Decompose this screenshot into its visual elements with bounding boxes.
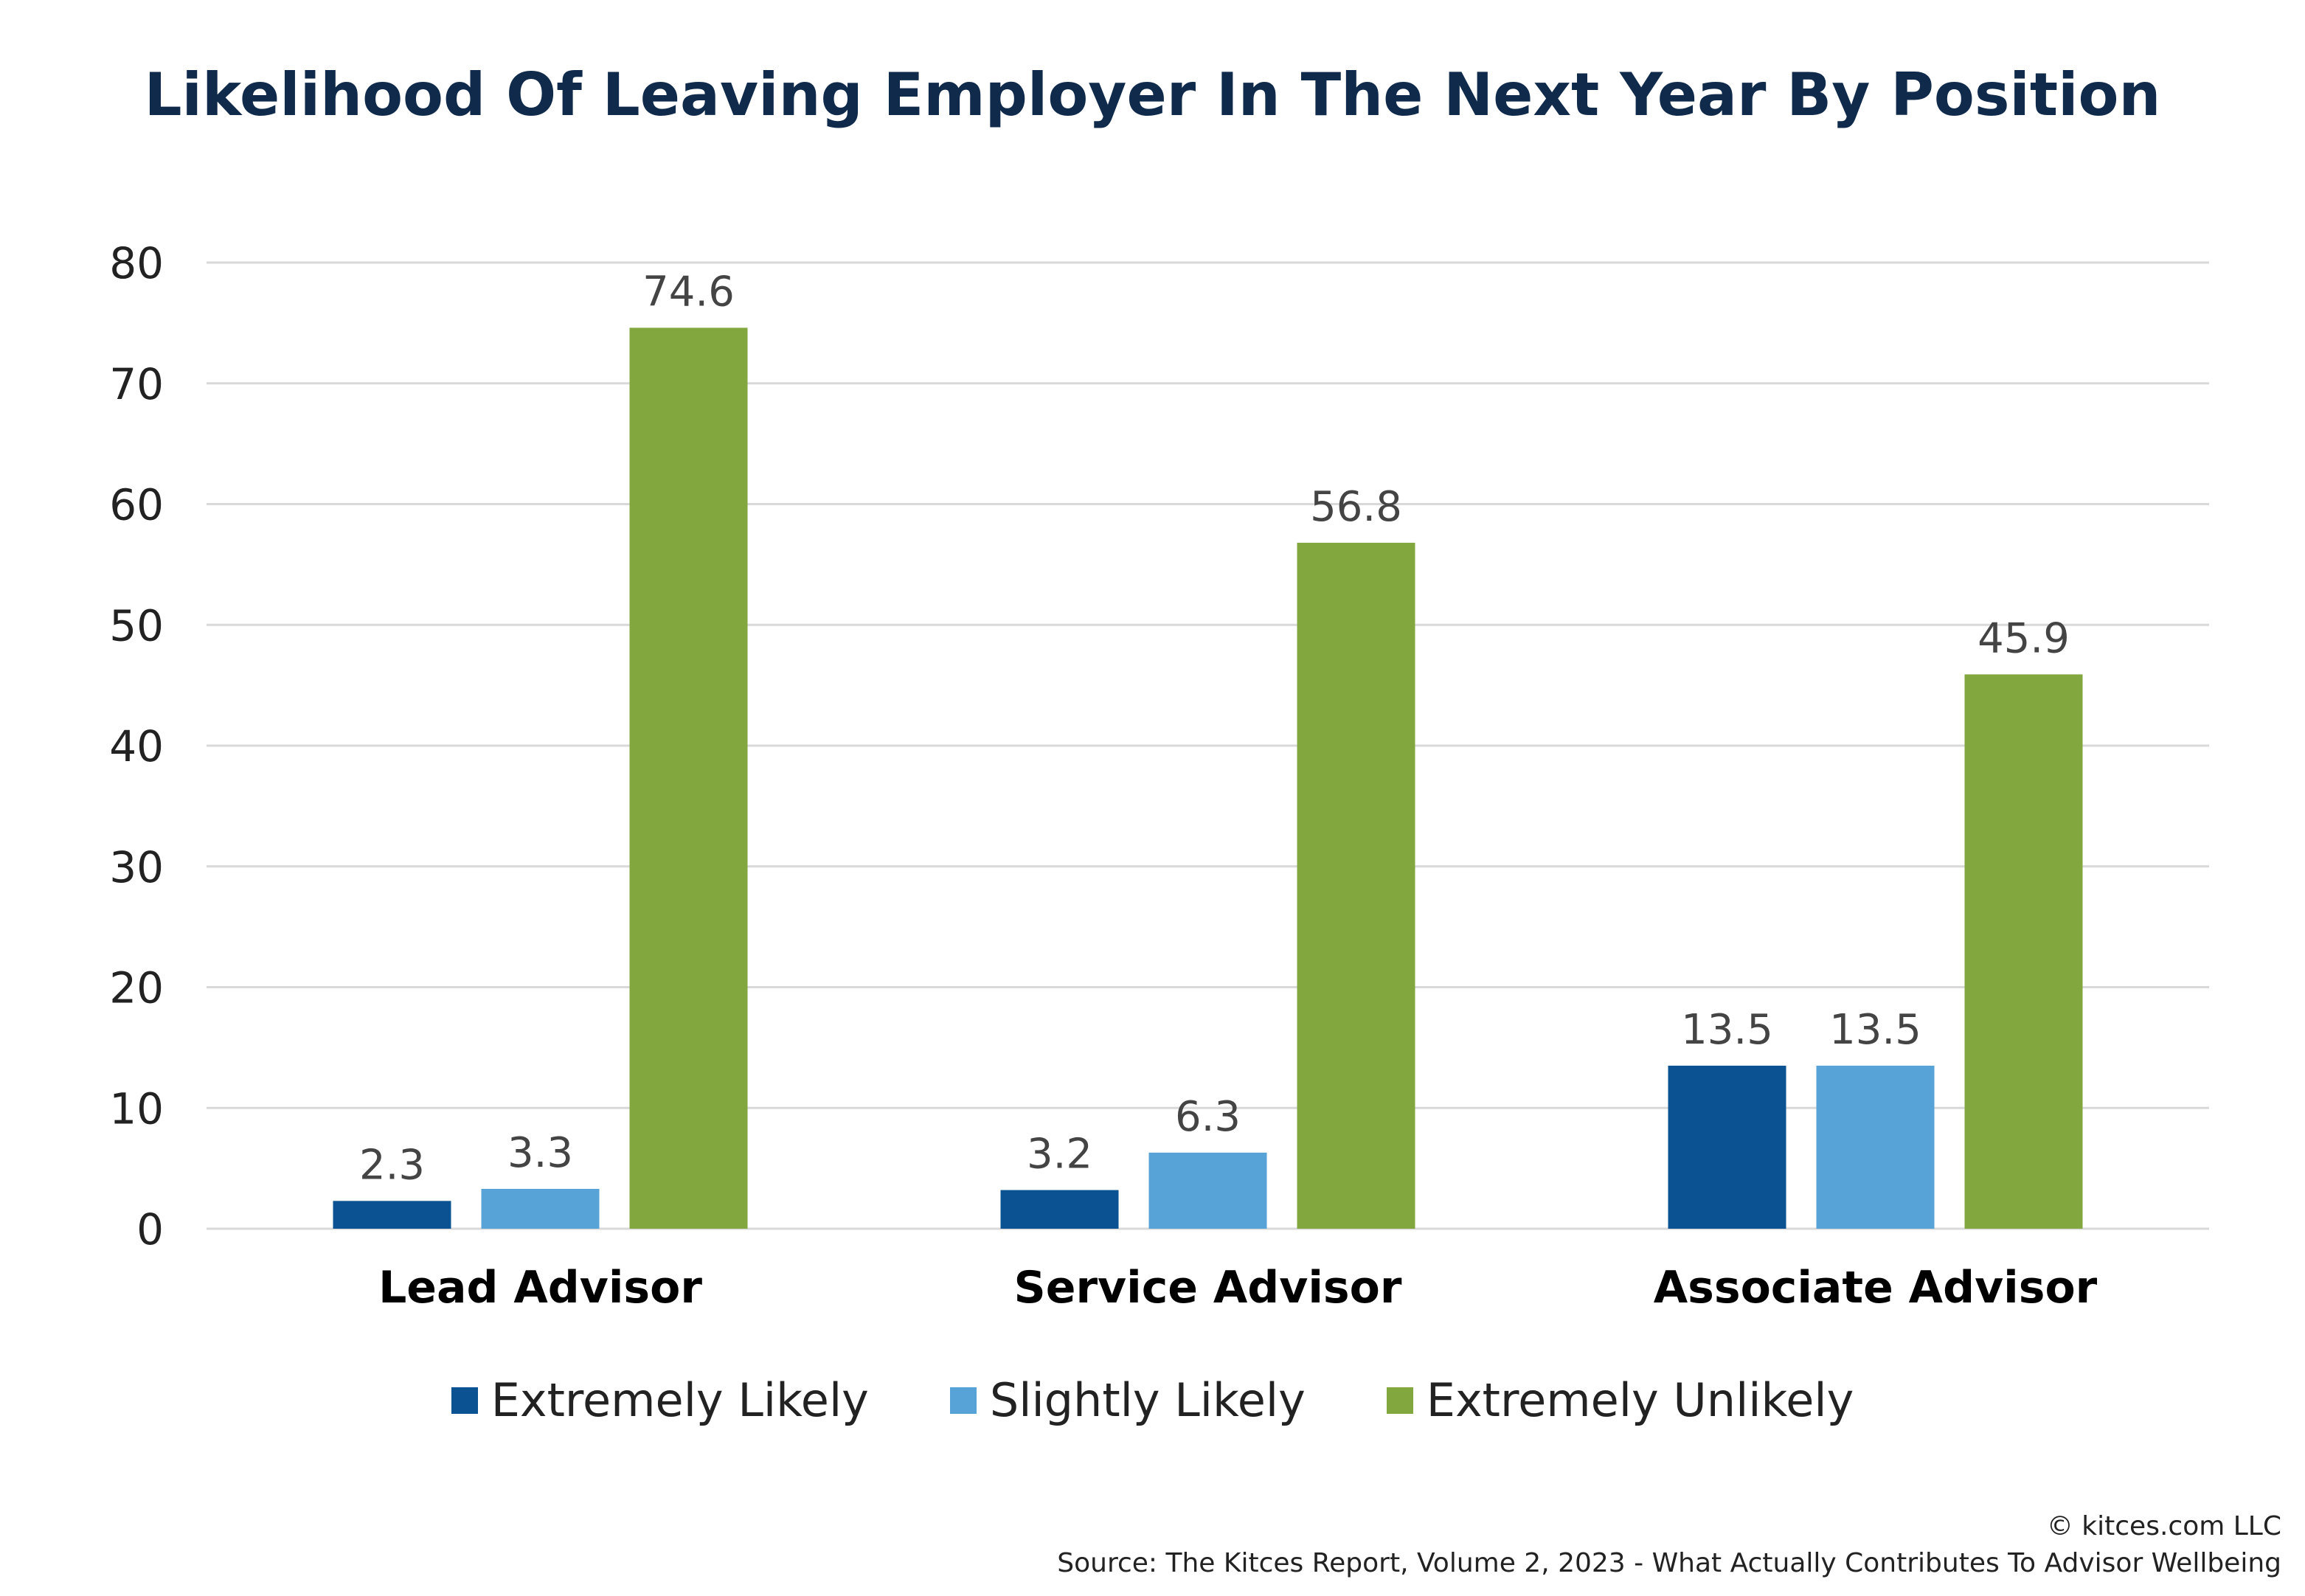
x-axis-ticks: Lead Advisor Service Advisor Associate Adv…: [378, 1262, 2098, 1314]
footer: © kitces.com LLC Source: The Kitces Repo…: [1057, 1508, 2281, 1582]
y-tick-label: 60: [109, 480, 164, 530]
legend-item: Extremely Unlikely: [1386, 1373, 1854, 1427]
bar: [629, 327, 748, 1229]
bar: [1668, 1065, 1786, 1229]
y-tick-label: 70: [109, 359, 164, 409]
legend-item: Extremely Likely: [451, 1373, 869, 1427]
x-tick-label: Service Advisor: [1014, 1262, 1402, 1314]
y-tick-label: 40: [109, 721, 164, 771]
legend-swatch: [949, 1387, 977, 1414]
data-label: 56.8: [1310, 483, 1402, 531]
data-label: 45.9: [1978, 614, 2070, 662]
y-tick-label: 80: [109, 238, 164, 288]
data-label: 13.5: [1829, 1006, 1921, 1054]
y-tick-label: 20: [109, 963, 164, 1013]
bar: [1816, 1065, 1935, 1229]
legend-label: Extremely Likely: [491, 1373, 869, 1427]
data-label: 6.3: [1175, 1093, 1241, 1141]
legend-label: Extremely Unlikely: [1426, 1373, 1854, 1427]
bar: [1297, 542, 1415, 1229]
legend: Extremely Likely Slightly Likely Extremely…: [0, 1373, 2305, 1427]
bar: [1964, 674, 2083, 1229]
data-label: 13.5: [1681, 1006, 1773, 1054]
data-label: 2.3: [359, 1141, 425, 1189]
y-tick-label: 30: [109, 842, 164, 892]
bar: [481, 1188, 600, 1229]
chart-title: Likelihood Of Leaving Employer In The Ne…: [144, 60, 2161, 129]
data-label: 3.2: [1027, 1131, 1092, 1179]
data-labels: 2.3 3.3 74.6 3.2 6.3 56.8 13.5 13.5 45.9: [359, 268, 2070, 1189]
bars: [333, 327, 2083, 1229]
copyright-text: © kitces.com LLC: [2046, 1511, 2281, 1541]
y-tick-label: 0: [136, 1204, 164, 1255]
x-tick-label: Associate Advisor: [1654, 1262, 2098, 1314]
y-tick-label: 50: [109, 600, 164, 650]
data-label: 3.3: [507, 1129, 573, 1177]
legend-swatch: [1386, 1387, 1413, 1414]
data-label: 74.6: [642, 268, 735, 316]
bar-chart: 0 10 20 30 40 50 60 70 80 2.3 3.3 74.6 3.2 6.3 56.8 13…: [109, 238, 2209, 1314]
bar: [333, 1201, 451, 1229]
legend-swatch: [451, 1387, 478, 1414]
bar: [1000, 1190, 1119, 1229]
y-axis-ticks: 0 10 20 30 40 50 60 70 80: [109, 238, 164, 1255]
x-tick-label: Lead Advisor: [378, 1262, 702, 1314]
y-tick-label: 10: [109, 1083, 164, 1134]
source-text: Source: The Kitces Report, Volume 2, 202…: [1057, 1548, 2281, 1578]
legend-item: Slightly Likely: [949, 1373, 1306, 1427]
bar: [1148, 1152, 1267, 1229]
legend-label: Slightly Likely: [989, 1373, 1306, 1427]
